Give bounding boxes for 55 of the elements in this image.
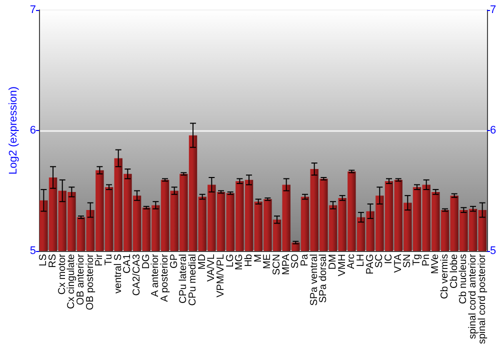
x-tick-label: SCN [272,254,283,276]
x-tick-label: MPA [280,254,292,275]
x-tick-label: CA2/CA3 [132,254,143,296]
x-tick-label: Cb lobe [448,254,460,288]
x-tick-label: Tu [104,254,115,266]
x-tick-label: LS [38,254,50,266]
x-tick-label: spinal cord anterior [468,253,478,340]
x-tick-label: ME [262,254,274,269]
x-tick-label: spinal cord posterior [476,253,488,344]
x-tick-label: SN [402,254,414,268]
x-tick-label: DM [328,254,339,270]
x-tick-label: SC [374,254,386,268]
x-tick-label: SPa dorsal [318,254,330,303]
x-tick-label: DG [140,254,152,269]
x-tick-label: Pir [94,253,106,266]
x-tick-label: GP [168,254,180,268]
x-tick-label: Hb [244,254,255,267]
x-tick-label: Tg [412,254,423,266]
x-tick-label: MVe [430,254,442,274]
x-tick-label: OB posterior [84,253,96,310]
x-tick-label: Pn [420,254,432,266]
x-tick-label: VTA [392,254,404,273]
x-tick-label: MD [196,254,208,270]
x-tick-label: MG [234,254,246,270]
x-tick-label: A anterior [150,253,162,297]
x-tick-label: CPu lateral [178,254,190,304]
x-tick-label: ventral S [112,254,124,294]
x-tick-label: VPM/VPL [216,254,227,298]
x-tick-label: SPa ventral [308,254,320,306]
y-tick-label: 7 [30,4,36,16]
x-tick-label: Cx motor [56,253,68,295]
x-tick-label: Cx cingulate [66,254,78,310]
x-tick-label: IC [384,254,395,264]
x-tick-label: Cb nucleus [458,254,470,304]
x-tick-label: Arc [346,254,358,269]
x-tick-label: CA1 [122,254,134,274]
x-tick-label: LG [224,254,236,268]
y2-tick-label: 6 [490,124,496,136]
x-tick-label: LH [356,254,367,267]
x-tick-label: OB anterior [76,253,87,306]
x-tick-label: A posterior [160,253,171,302]
y-tick-label: 6 [30,124,36,136]
y-tick-label: 5 [30,245,36,257]
x-tick-label: SO [290,254,302,268]
x-tick-label: CPu medial [188,254,199,306]
x-tick-label: Cb vermis [440,254,450,300]
x-tick-label: RS [48,254,59,268]
x-tick-label: VMH [336,254,348,276]
x-tick-label: PAG [364,254,376,274]
y2-tick-label: 7 [490,4,496,16]
y2-tick-label: 5 [490,245,496,257]
y-axis-title: Log2 (expression) [8,86,20,175]
x-tick-label: M [252,254,264,262]
x-tick-label: VA/VL [206,254,218,282]
x-tick-label: Pa [300,254,311,266]
